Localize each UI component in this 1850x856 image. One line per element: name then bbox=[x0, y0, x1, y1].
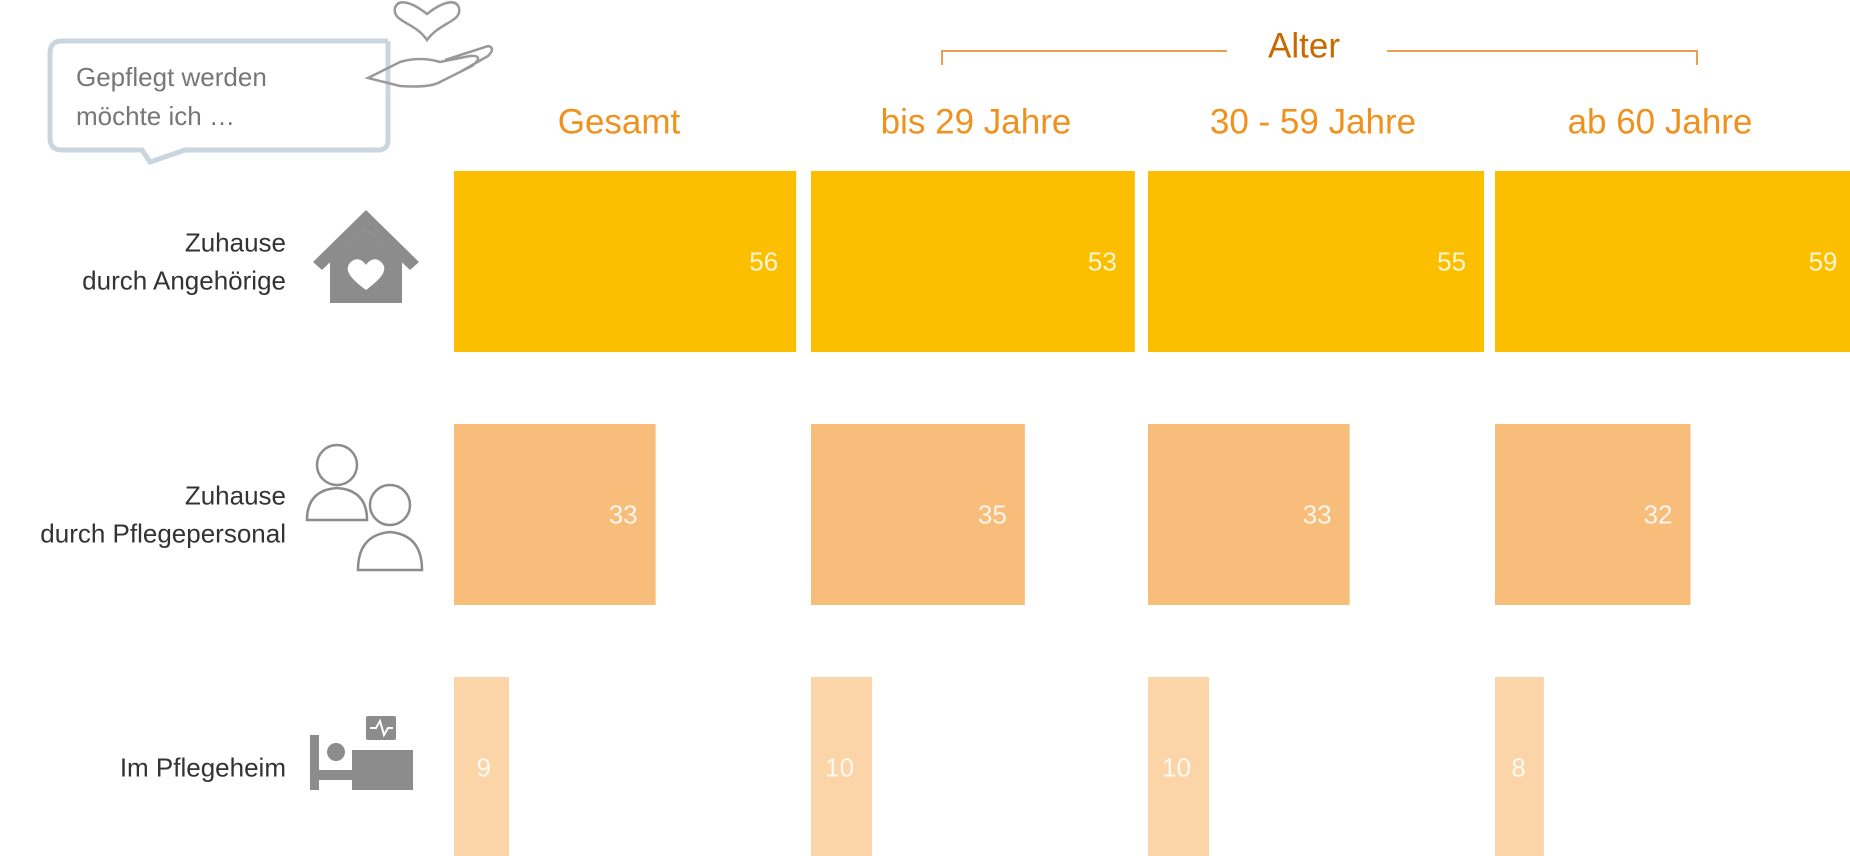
value-label: 10 bbox=[1162, 752, 1191, 782]
column-header: 30 - 59 Jahre bbox=[1210, 102, 1416, 141]
bar bbox=[1148, 171, 1485, 352]
category-label: Zuhause bbox=[185, 480, 286, 510]
category-label: durch Angehörige bbox=[82, 265, 286, 295]
bar bbox=[1495, 171, 1850, 352]
bar bbox=[454, 424, 656, 605]
value-label: 8 bbox=[1511, 752, 1525, 782]
bar bbox=[1495, 677, 1544, 856]
value-label: 56 bbox=[749, 246, 778, 276]
bar bbox=[1148, 424, 1350, 605]
value-label: 55 bbox=[1437, 246, 1466, 276]
heart-hand-icon bbox=[364, 1, 494, 88]
caregiver-icon bbox=[305, 443, 424, 572]
group-label: Alter bbox=[1268, 26, 1340, 65]
bar bbox=[811, 424, 1025, 605]
bar bbox=[454, 677, 509, 856]
bed-icon bbox=[310, 716, 413, 790]
callout-text: möchte ich … bbox=[76, 101, 235, 131]
value-label: 33 bbox=[609, 499, 638, 529]
value-label: 32 bbox=[1644, 499, 1673, 529]
column-header: ab 60 Jahre bbox=[1568, 102, 1753, 141]
value-label: 9 bbox=[477, 752, 491, 782]
category-label: Zuhause bbox=[185, 227, 286, 257]
bar bbox=[811, 171, 1135, 352]
bar bbox=[811, 677, 873, 856]
callout-text: Gepflegt werden bbox=[76, 62, 267, 92]
bar bbox=[1495, 424, 1691, 605]
category-label: durch Pflegepersonal bbox=[40, 518, 286, 548]
callout-bubble bbox=[47, 38, 391, 165]
group-bracket bbox=[941, 50, 1698, 65]
column-header: bis 29 Jahre bbox=[881, 102, 1072, 141]
value-label: 33 bbox=[1303, 499, 1332, 529]
value-label: 53 bbox=[1088, 246, 1117, 276]
bar bbox=[1148, 677, 1210, 856]
value-label: 35 bbox=[978, 499, 1007, 529]
category-label: Im Pflegeheim bbox=[120, 752, 286, 782]
bar bbox=[454, 171, 797, 352]
house-icon bbox=[313, 210, 419, 303]
value-label: 10 bbox=[825, 752, 854, 782]
column-header: Gesamt bbox=[558, 102, 681, 141]
value-label: 59 bbox=[1809, 246, 1838, 276]
